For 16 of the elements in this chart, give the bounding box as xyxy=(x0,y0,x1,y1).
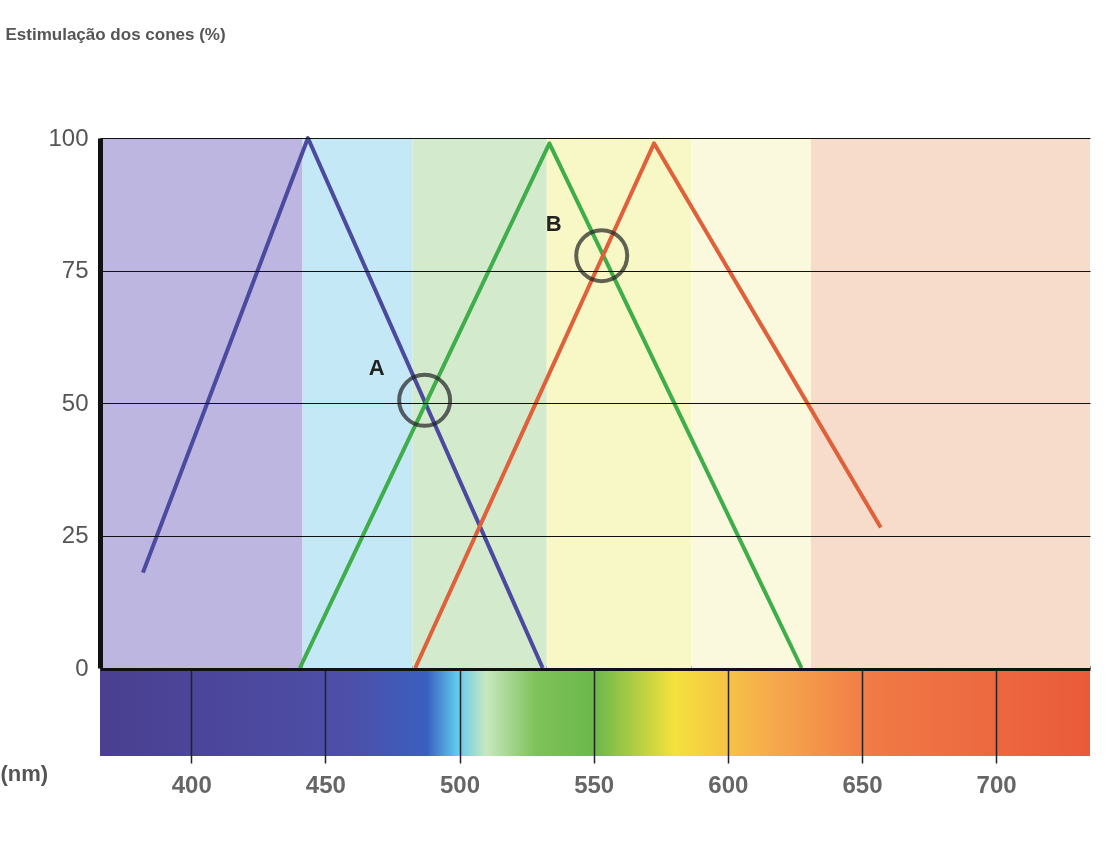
x-tick-label: 700 xyxy=(976,770,1017,798)
y-tick-label: 0 xyxy=(75,653,89,681)
y-tick-label: 25 xyxy=(61,521,89,548)
x-tick-label: 500 xyxy=(439,770,481,798)
annotation: A xyxy=(368,355,385,381)
y-tick-label: 75 xyxy=(61,256,89,283)
y-tick-label: 100 xyxy=(48,123,89,151)
annotation: B xyxy=(545,210,562,236)
x-tick-label: 550 xyxy=(574,770,615,798)
x-tick-label: 450 xyxy=(305,770,346,798)
x-axis-title: (nm) xyxy=(0,760,49,786)
y-axis-title: Estimulação dos cones (%) xyxy=(5,24,226,44)
x-tick-label: 600 xyxy=(708,770,749,798)
y-tick-label: 50 xyxy=(61,388,89,416)
x-tick-label: 400 xyxy=(171,770,212,798)
x-tick-label: 650 xyxy=(842,770,883,798)
